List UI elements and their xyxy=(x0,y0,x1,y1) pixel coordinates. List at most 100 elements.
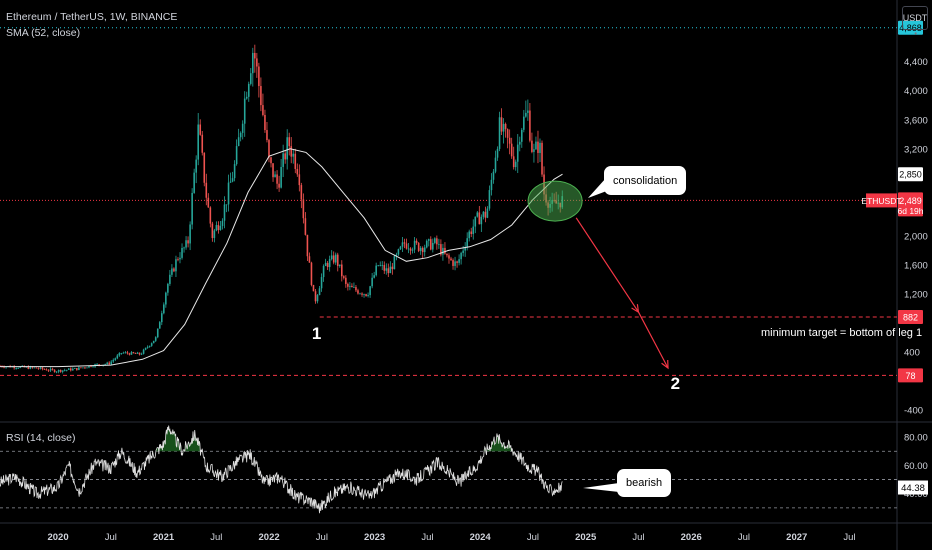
candle-body xyxy=(298,174,301,186)
axes: 4,400 4,000 3,600 3,200 2,000 1,600 1,200 400 -4… xyxy=(47,20,928,543)
candle-body xyxy=(65,369,68,371)
candle-body xyxy=(258,66,260,87)
candle-body xyxy=(215,225,218,231)
candle-body xyxy=(280,166,282,188)
price-tick-label: 1,200 xyxy=(904,289,928,300)
time-tick-label: 2025 xyxy=(575,532,597,543)
candle-body xyxy=(336,254,339,266)
candle-body xyxy=(474,216,477,227)
candle-body xyxy=(262,105,264,115)
candle-body xyxy=(488,190,491,209)
candle-body xyxy=(163,304,165,314)
candle-body xyxy=(45,369,48,371)
candle-body xyxy=(383,265,386,271)
candle-body xyxy=(371,277,373,287)
candle-body xyxy=(266,130,268,141)
currency-button[interactable]: USDT xyxy=(902,6,928,30)
rsi-tick-label: 60.00 xyxy=(904,461,928,472)
candle-body xyxy=(318,288,321,296)
candle-body xyxy=(302,199,305,219)
price-badge-label: 882 xyxy=(903,313,918,323)
bearish-callout: bearish xyxy=(617,469,672,497)
candle-body xyxy=(78,367,80,370)
candle-body xyxy=(136,352,139,354)
candle-body xyxy=(508,137,511,144)
candle-body xyxy=(160,313,163,323)
candle-body xyxy=(343,276,345,278)
price-tick-label: 3,600 xyxy=(904,115,928,126)
candle-body xyxy=(254,52,256,59)
candle-body xyxy=(506,129,509,138)
candle-body xyxy=(88,365,90,368)
projection-arrow xyxy=(575,217,669,369)
candle-body xyxy=(173,268,175,272)
candle-body xyxy=(359,293,361,295)
sma-polyline xyxy=(0,148,563,368)
candle-body xyxy=(114,358,117,360)
candle-body xyxy=(59,369,62,372)
candle-body xyxy=(264,114,266,131)
candle-body xyxy=(260,86,262,106)
time-tick-label: Jul xyxy=(738,532,750,543)
candle-body xyxy=(541,142,543,175)
candle-body xyxy=(482,211,485,217)
candle-body xyxy=(523,116,525,130)
currency-label: USDT xyxy=(902,13,928,23)
candle-body xyxy=(84,367,86,369)
candle-body xyxy=(237,137,240,147)
consolidation-callout: consolidation xyxy=(604,166,687,195)
consolidation-ellipse xyxy=(527,180,583,222)
candle-body xyxy=(134,353,137,354)
candle-body xyxy=(322,266,325,278)
candle-body xyxy=(39,367,42,369)
time-tick-label: Jul xyxy=(843,532,855,543)
candle-body xyxy=(256,58,258,67)
candle-body xyxy=(53,369,56,373)
candle-body xyxy=(106,362,108,365)
consolidation-label: consolidation xyxy=(613,174,678,187)
candle-body xyxy=(51,368,54,370)
candle-body xyxy=(74,368,76,369)
candle-body xyxy=(13,366,15,369)
candle-body xyxy=(316,295,319,302)
candle-body xyxy=(425,240,428,248)
rsi-pane xyxy=(0,425,897,514)
rsi-tick-label: 40.00 xyxy=(904,489,928,500)
rsi-legend[interactable]: RSI (14, close) xyxy=(6,432,76,444)
candle-body xyxy=(391,266,394,270)
candle-body xyxy=(233,164,236,179)
candle-body xyxy=(179,257,181,260)
candle-body xyxy=(377,265,380,267)
candle-body xyxy=(363,294,365,295)
candle-body xyxy=(456,261,458,263)
rsi-overbought-fill xyxy=(159,425,181,452)
candle-body xyxy=(219,225,222,231)
candle-body xyxy=(278,183,280,188)
candle-body xyxy=(537,141,539,153)
candle-body xyxy=(419,247,422,251)
candle-body xyxy=(448,255,450,259)
candle-body xyxy=(452,260,454,266)
chart-title[interactable]: Ethereum / TetherUS, 1W, BINANCE xyxy=(6,11,178,23)
sma-legend[interactable]: SMA (52, close) xyxy=(6,27,81,39)
candle-body xyxy=(466,238,468,248)
candle-body xyxy=(373,275,375,278)
candle-body xyxy=(132,352,135,354)
candle-body xyxy=(516,144,519,162)
candle-body xyxy=(512,156,515,168)
candle-body xyxy=(274,174,276,178)
candle-body xyxy=(98,364,100,365)
candle-body xyxy=(181,247,183,258)
candle-body xyxy=(17,367,20,369)
rsi-current-value: 44.38 xyxy=(901,483,925,494)
candle-body xyxy=(57,369,60,372)
candle-body xyxy=(227,182,230,205)
candle-body xyxy=(243,98,246,124)
candle-body xyxy=(92,366,94,368)
symbol-tag xyxy=(866,193,897,208)
candle-body xyxy=(304,218,307,235)
candle-body xyxy=(421,247,424,253)
price-tick-label: 1,600 xyxy=(904,260,928,271)
